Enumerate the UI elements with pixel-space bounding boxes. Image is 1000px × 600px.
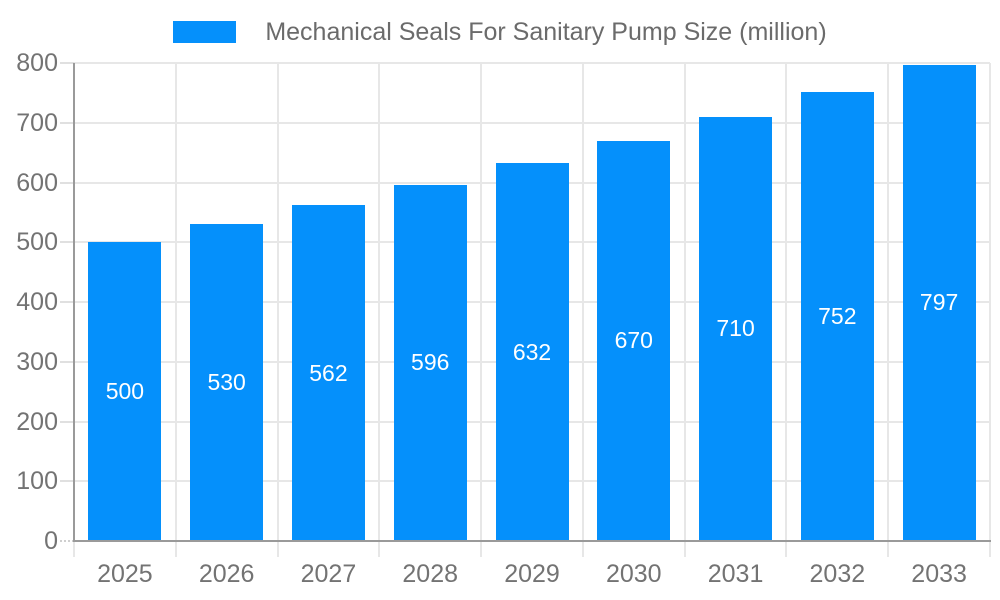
v-gridline [276, 63, 279, 557]
bar-value-label: 596 [411, 349, 450, 376]
y-tick-mark [60, 241, 74, 244]
plot-area: 0 100 200 300 400 500 600 700 800 500 2025 530 2026 5… [16, 49, 991, 588]
y-axis-tick-label: 0 [44, 527, 58, 555]
legend-label: Mechanical Seals For Sanitary Pump Size … [265, 18, 827, 46]
legend: Mechanical Seals For Sanitary Pump Size … [0, 18, 1000, 46]
bar-value-label: 797 [919, 289, 959, 316]
y-tick-mark [60, 480, 74, 483]
v-gridline [785, 63, 788, 557]
y-axis-tick-label: 500 [16, 228, 58, 257]
bar-2026[interactable]: 530 [190, 224, 264, 541]
y-axis-tick-label: 300 [16, 347, 58, 376]
y-tick-mark [60, 62, 74, 64]
bar-2031[interactable]: 710 [699, 116, 773, 541]
bar-value-label: 752 [818, 302, 857, 329]
v-gridline [174, 63, 177, 557]
y-axis-tick-label: 800 [16, 49, 58, 77]
x-axis-tick-label: 2025 [97, 560, 153, 588]
y-axis-line [73, 63, 75, 541]
y-axis-tick-label: 700 [16, 108, 58, 137]
bar-2029[interactable]: 632 [495, 163, 569, 541]
bar-value-label: 562 [309, 359, 348, 386]
x-axis-tick-label: 2033 [911, 560, 967, 588]
v-gridline [581, 63, 584, 557]
y-axis-tick-label: 100 [16, 467, 58, 496]
bar-2032[interactable]: 752 [800, 91, 874, 541]
legend-item[interactable]: Mechanical Seals For Sanitary Pump Size … [173, 18, 827, 46]
bar-value-label: 530 [207, 369, 246, 396]
bar-2027[interactable]: 562 [291, 205, 365, 541]
y-tick-mark [60, 360, 74, 363]
v-gridline [378, 63, 381, 557]
v-gridline [989, 63, 991, 557]
bar-2030[interactable]: 670 [597, 140, 671, 541]
x-axis-tick-label: 2031 [707, 560, 764, 588]
legend-swatch-icon [173, 21, 237, 43]
x-axis-tick-label: 2026 [198, 560, 255, 588]
v-gridline [480, 63, 483, 557]
bar-value-label: 710 [716, 315, 755, 342]
y-axis-tick-label: 600 [16, 168, 58, 197]
x-axis-tick-label: 2030 [605, 560, 662, 588]
y-tick-mark [60, 420, 74, 423]
h-gridline [74, 121, 990, 124]
bar-2028[interactable]: 596 [393, 184, 467, 541]
v-gridline [887, 63, 890, 557]
x-axis-tick-label: 2032 [809, 560, 866, 588]
v-gridline [683, 63, 686, 557]
y-tick-mark [60, 540, 74, 542]
x-axis-line [73, 540, 991, 542]
h-gridline [74, 62, 990, 64]
x-axis-tick-label: 2028 [402, 560, 459, 588]
bar-value-label: 670 [614, 327, 653, 354]
y-tick-mark [60, 121, 74, 124]
x-axis-tick-label: 2027 [300, 560, 357, 588]
bar-2033[interactable]: 797 [902, 64, 976, 541]
bar-2025[interactable]: 500 [88, 242, 162, 541]
bar-value-label: 500 [105, 378, 145, 405]
y-axis-tick-label: 400 [16, 288, 58, 316]
y-axis-tick-label: 200 [16, 407, 58, 436]
bar-value-label: 632 [512, 338, 552, 365]
y-tick-mark [60, 301, 74, 303]
x-axis-tick-label: 2029 [504, 560, 560, 588]
y-tick-mark [60, 181, 74, 184]
